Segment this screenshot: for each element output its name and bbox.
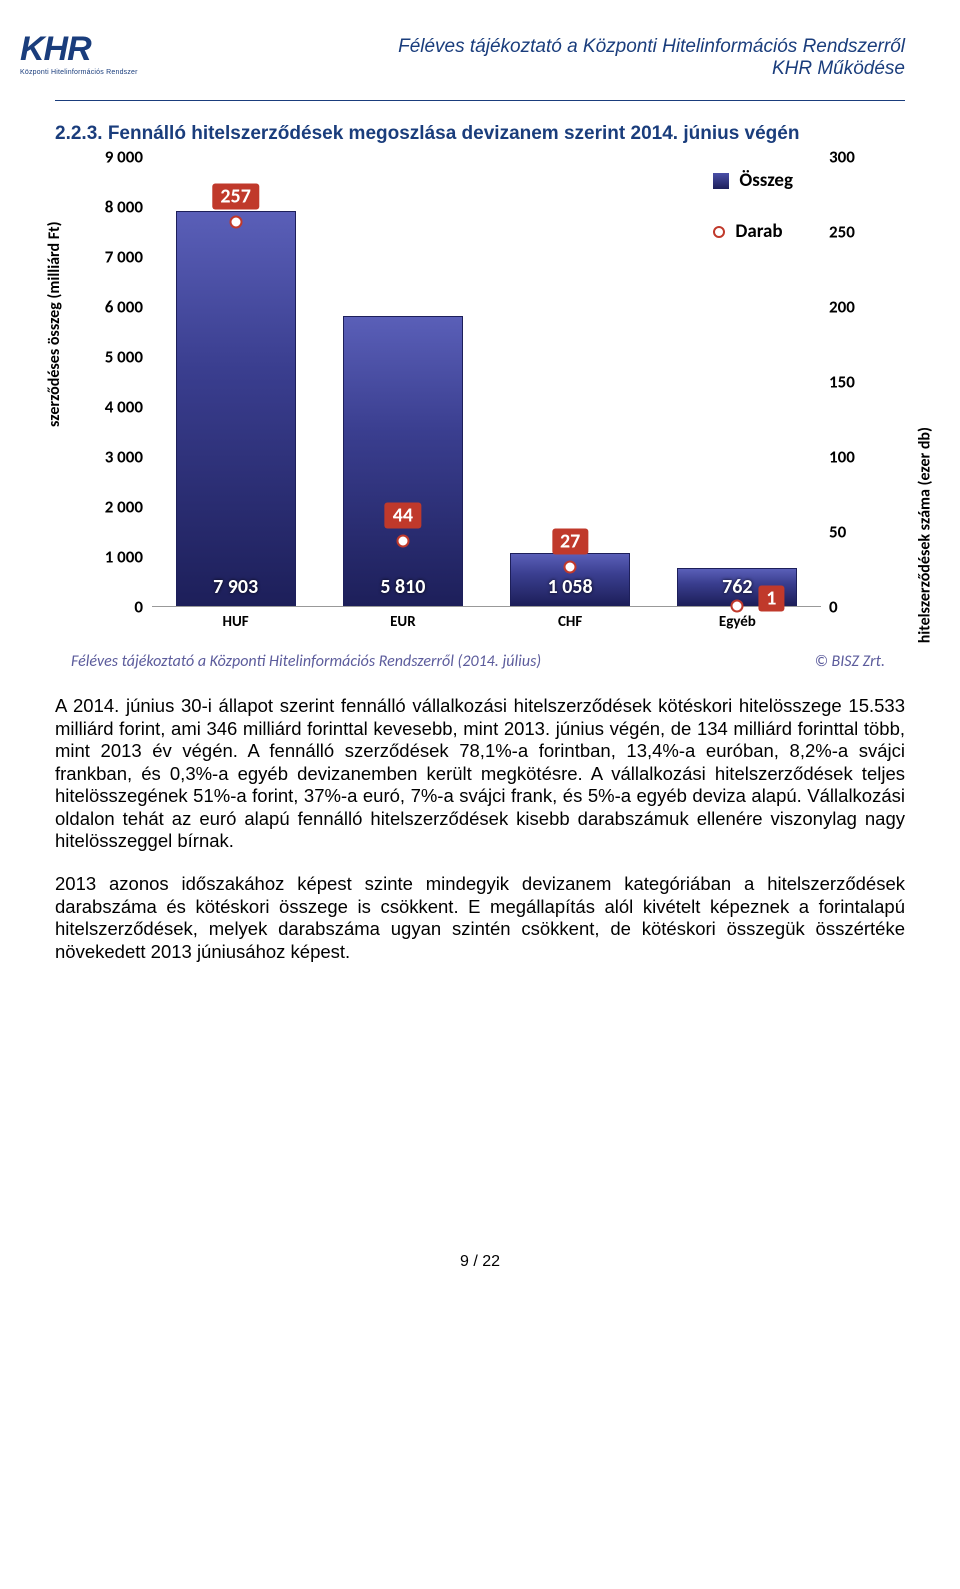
- y-left-tick: 1 000: [83, 547, 143, 568]
- marker-value-label: 44: [385, 503, 421, 529]
- x-axis-label: Egyéb: [719, 613, 756, 631]
- y-left-tick: 8 000: [83, 197, 143, 218]
- page-number: 9 / 22: [55, 1253, 905, 1271]
- y-right-tick: 0: [829, 597, 875, 618]
- y-left-tick: 5 000: [83, 347, 143, 368]
- section-heading: 2.2.3. Fennálló hitelszerződések megoszl…: [55, 123, 905, 145]
- paragraph-1: A 2014. június 30-i állapot szerint fenn…: [55, 695, 905, 853]
- header-subtitle: KHR Működése: [398, 58, 905, 80]
- bar-value-label: 5 810: [344, 575, 462, 599]
- page-header: KHR Központi Hitelinformációs Rendszer F…: [55, 30, 905, 96]
- header-rule: [55, 100, 905, 101]
- bar-value-label: 1 058: [511, 575, 629, 599]
- y-right-tick: 50: [829, 522, 875, 543]
- y-right-tick: 300: [829, 147, 875, 168]
- legend-bar: Összeg: [713, 169, 793, 192]
- marker-dot: [731, 599, 744, 612]
- legend-marker-label: Darab: [735, 220, 782, 243]
- marker-dot: [229, 215, 242, 228]
- y-right-tick: 250: [829, 222, 875, 243]
- legend-bar-swatch: [713, 173, 729, 189]
- y-left-tick: 7 000: [83, 247, 143, 268]
- y-left-tick: 3 000: [83, 447, 143, 468]
- y-left-tick: 6 000: [83, 297, 143, 318]
- chart-marker: 44: [396, 535, 409, 548]
- y-right-tick: 200: [829, 297, 875, 318]
- header-title-block: Féléves tájékoztató a Központi Hitelinfo…: [398, 36, 905, 80]
- marker-dot: [564, 560, 577, 573]
- khr-logo: KHR Központi Hitelinformációs Rendszer: [20, 30, 138, 76]
- document-page: KHR Központi Hitelinformációs Rendszer F…: [0, 0, 960, 1311]
- chart-footer: Féléves tájékoztató a Központi Hitelinfo…: [71, 652, 885, 671]
- header-title: Féléves tájékoztató a Központi Hitelinfo…: [398, 36, 905, 58]
- y-right-tick: 100: [829, 447, 875, 468]
- y-left-ticks: 01 0002 0003 0004 0005 0006 0007 0008 00…: [83, 157, 143, 607]
- y-left-tick: 9 000: [83, 147, 143, 168]
- chart-source: Féléves tájékoztató a Központi Hitelinfo…: [71, 652, 541, 671]
- y-right-tick: 150: [829, 372, 875, 393]
- marker-value-label: 257: [212, 183, 258, 209]
- y-left-axis-label: szerződéses összeg (milliárd Ft): [45, 221, 64, 427]
- logo-text: KHR: [20, 30, 138, 69]
- marker-value-label: 27: [552, 528, 588, 554]
- logo-subtext: Központi Hitelinformációs Rendszer: [20, 69, 138, 76]
- legend-marker: Darab: [713, 220, 793, 243]
- y-left-tick: 0: [83, 597, 143, 618]
- chart-legend: Összeg Darab: [713, 169, 793, 271]
- x-axis-label: CHF: [558, 613, 582, 631]
- chart-copyright: © BISZ Zrt.: [815, 652, 885, 671]
- marker-value-label: 1: [758, 585, 784, 611]
- paragraph-2: 2013 azonos időszakához képest szinte mi…: [55, 873, 905, 963]
- chart-marker: 257: [229, 215, 242, 228]
- x-axis-label: EUR: [390, 613, 416, 631]
- chart-bar: 5 810: [343, 316, 463, 607]
- y-right-ticks: 050100150200250300: [829, 157, 875, 607]
- legend-marker-swatch: [713, 226, 725, 238]
- currency-distribution-chart: szerződéses összeg (milliárd Ft) hitelsz…: [57, 157, 903, 677]
- x-axis-label: HUF: [223, 613, 249, 631]
- legend-bar-label: Összeg: [739, 169, 793, 192]
- y-right-axis-label: hitelszerződések száma (ezer db): [915, 427, 934, 643]
- bar-value-label: 7 903: [177, 575, 295, 599]
- chart-bar: 7 903: [176, 211, 296, 606]
- chart-marker: 27: [564, 560, 577, 573]
- y-left-tick: 2 000: [83, 497, 143, 518]
- marker-dot: [396, 535, 409, 548]
- y-left-tick: 4 000: [83, 397, 143, 418]
- chart-marker: 1: [731, 599, 744, 612]
